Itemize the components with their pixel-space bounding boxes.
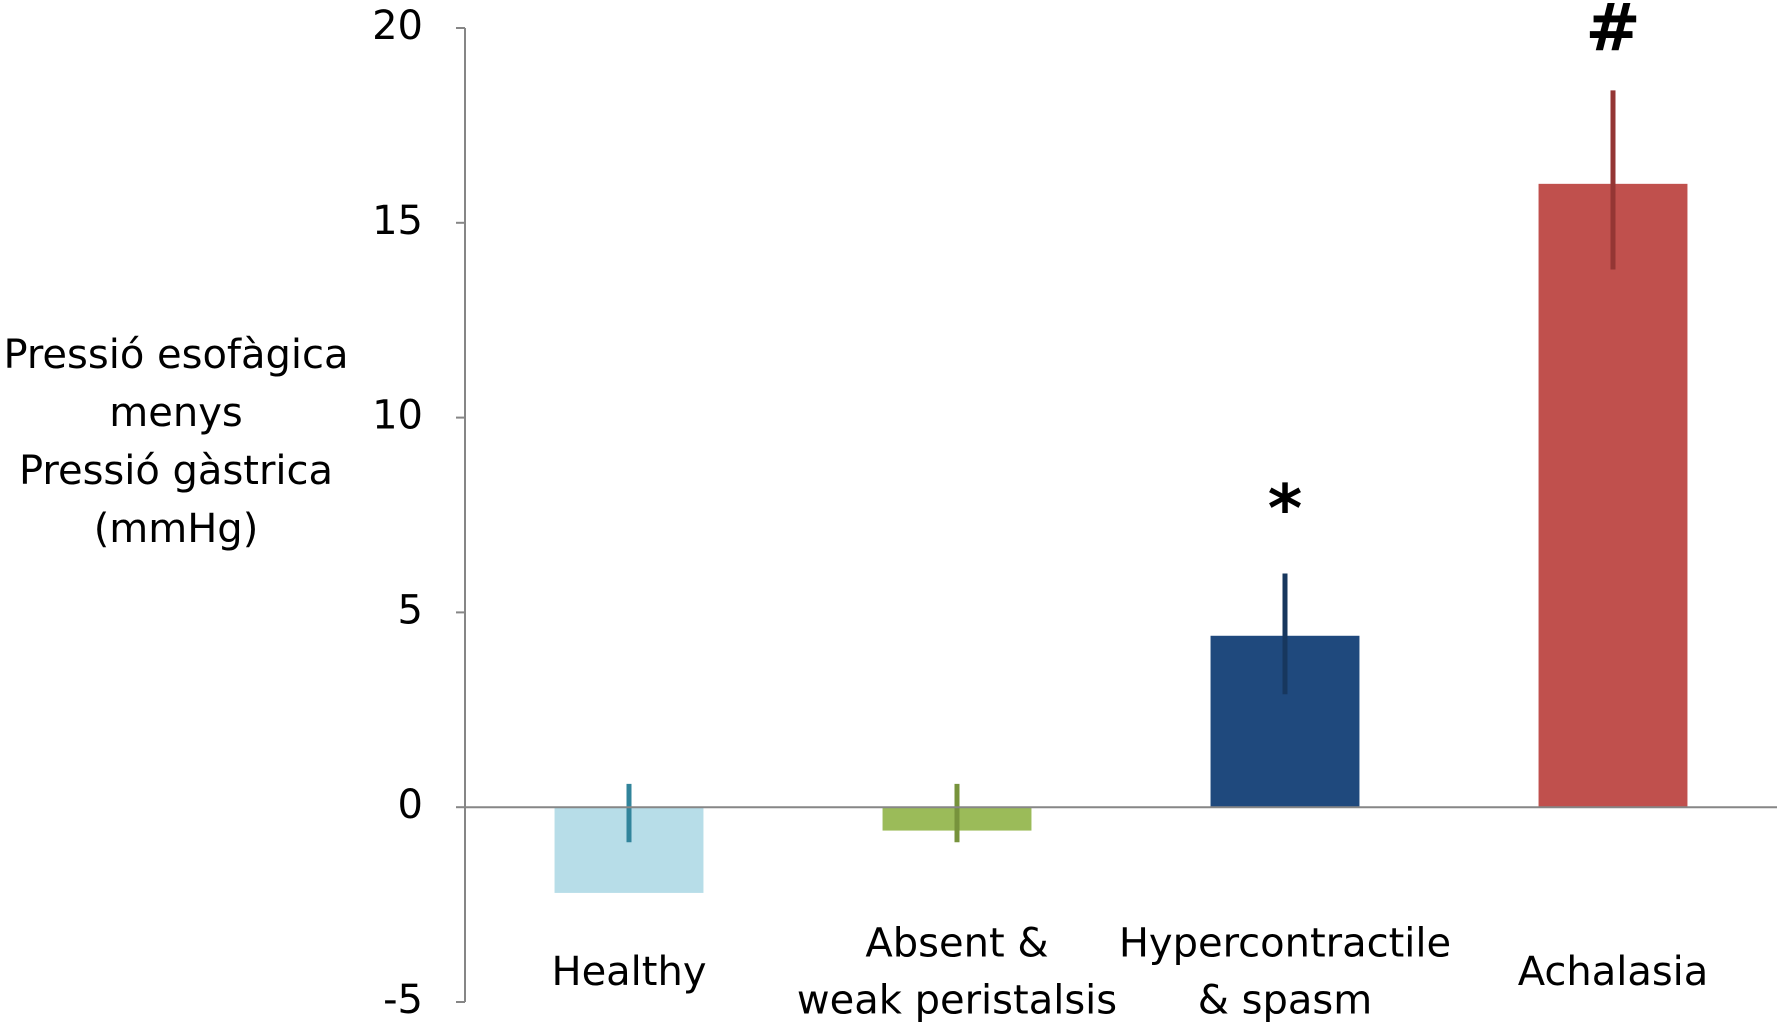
annotation: # — [1585, 0, 1640, 66]
y-tick-label: -5 — [383, 977, 423, 1022]
annotation: * — [1268, 471, 1303, 548]
y-tick-label: 15 — [372, 198, 423, 244]
x-tick-label: Healthy — [551, 949, 706, 995]
y-tick-label: 10 — [372, 393, 423, 439]
x-tick-label: weak peristalsis — [797, 978, 1117, 1022]
x-tick-label: Achalasia — [1518, 949, 1709, 995]
x-tick-label: Hypercontractile — [1119, 921, 1451, 967]
y-tick-label: 0 — [398, 782, 423, 828]
bar — [1538, 183, 1688, 808]
y-axis-label: Pressió gàstrica — [19, 448, 333, 494]
y-axis-label: menys — [109, 390, 242, 436]
x-tick-label: Absent & — [865, 921, 1048, 967]
x-tick-label: & spasm — [1198, 978, 1372, 1022]
y-tick-label: 5 — [398, 587, 423, 633]
y-axis-label: Pressió esofàgica — [3, 332, 348, 378]
y-axis-label: (mmHg) — [94, 506, 259, 552]
y-tick-label: 20 — [372, 3, 423, 49]
